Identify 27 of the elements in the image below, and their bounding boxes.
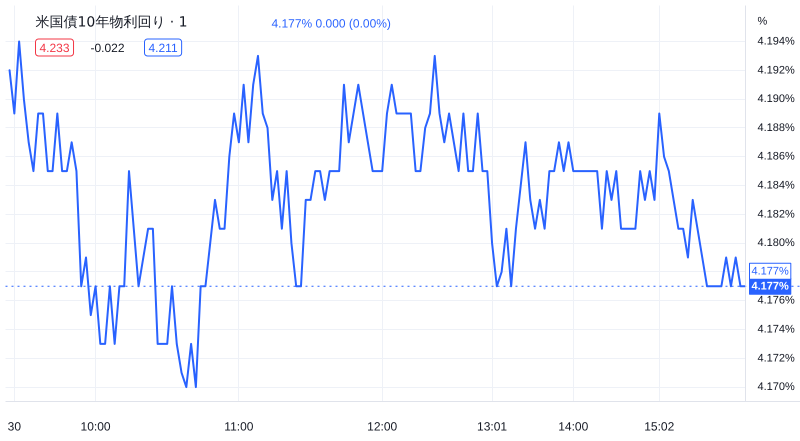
text: 4.177% 0.000 (0.00%) (272, 16, 391, 30)
y-tick-label: 4.186% (758, 150, 796, 163)
y-tick-label: 4.190% (758, 93, 796, 106)
annotation: 4.177% (752, 265, 790, 278)
x-tick-label: 15:02 (644, 420, 675, 434)
y-tick-label: 4.184% (758, 180, 796, 192)
y-tick-label: 4.174% (758, 324, 796, 336)
annotation: 4.211 (148, 41, 178, 55)
y-tick-label: 4.170% (758, 381, 796, 394)
annotation: -0.022 (90, 41, 125, 55)
y-tick-label: 4.182% (758, 208, 796, 220)
x-tick-label: 14:00 (558, 420, 589, 434)
x-tick-label: 13:01 (477, 420, 508, 434)
x-tick-label: 11:00 (224, 420, 254, 434)
y-tick-label: 4.180% (758, 237, 796, 250)
ref-line-label: 4.177% (752, 280, 790, 292)
y-tick-label: 4.176% (758, 294, 796, 307)
y-tick-label: 4.172% (758, 352, 796, 364)
y-tick-label: 4.192% (758, 64, 796, 76)
x-tick-label: 10:00 (80, 420, 111, 434)
y-tick-label: 4.188% (758, 122, 796, 134)
x-tick-label: 30 (8, 420, 22, 434)
y-tick-label: 4.194% (758, 36, 796, 48)
x-tick-label: 12:00 (367, 420, 398, 434)
text: 米国債10年物利回り · 1 (36, 14, 188, 30)
y-axis-title: % (758, 16, 768, 28)
annotation: 4.233 (40, 41, 70, 55)
